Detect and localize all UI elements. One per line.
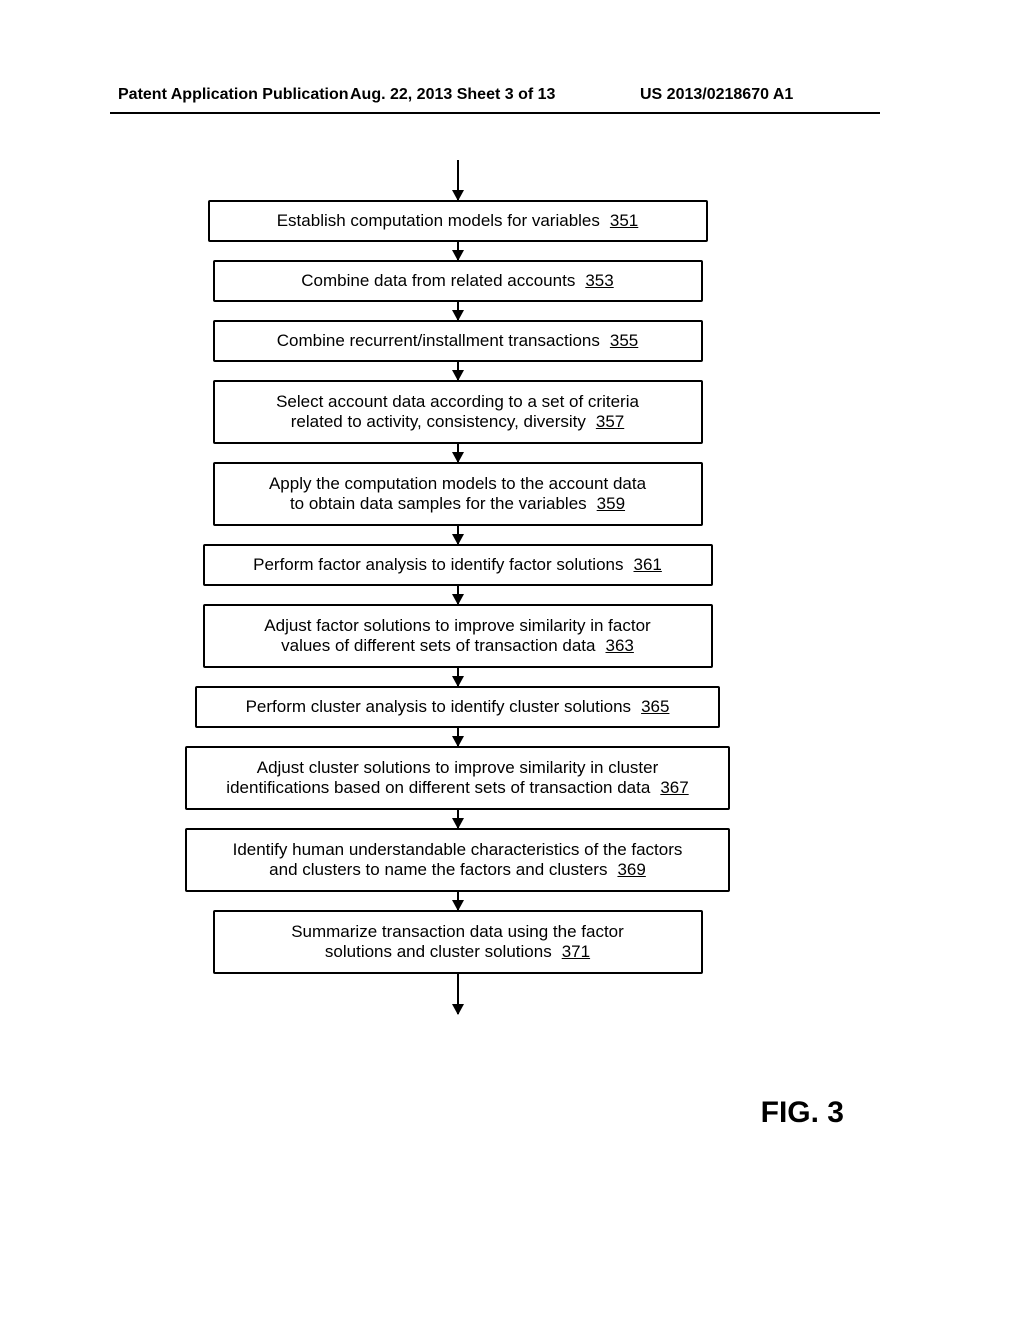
- flow-step-text: identifications based on different sets …: [226, 778, 688, 798]
- figure-label: FIG. 3: [761, 1096, 844, 1130]
- header-right: US 2013/0218670 A1: [640, 86, 793, 104]
- flow-step-361: Perform factor analysis to identify fact…: [203, 544, 713, 586]
- flow-step-353: Combine data from related accounts353: [213, 260, 703, 302]
- flow-arrow: [185, 160, 730, 200]
- flow-step-ref: 363: [606, 636, 634, 655]
- flow-arrow: [185, 728, 730, 746]
- flow-step-ref: 361: [634, 555, 662, 574]
- flow-step-ref: 357: [596, 412, 624, 431]
- flow-step-text: Perform factor analysis to identify fact…: [253, 555, 662, 575]
- flow-step-365: Perform cluster analysis to identify clu…: [195, 686, 720, 728]
- flow-step-text: Apply the computation models to the acco…: [269, 474, 646, 494]
- flow-step-371: Summarize transaction data using the fac…: [213, 910, 703, 974]
- flow-step-363: Adjust factor solutions to improve simil…: [203, 604, 713, 668]
- flow-step-text: Establish computation models for variabl…: [277, 211, 639, 231]
- flow-arrow: [185, 586, 730, 604]
- header-left: Patent Application Publication: [118, 86, 349, 104]
- flow-step-367: Adjust cluster solutions to improve simi…: [185, 746, 730, 810]
- header-center: Aug. 22, 2013 Sheet 3 of 13: [350, 86, 555, 104]
- flowchart: Establish computation models for variabl…: [185, 160, 730, 1014]
- flow-step-text: Adjust cluster solutions to improve simi…: [257, 758, 659, 778]
- flow-step-ref: 369: [617, 860, 645, 879]
- flow-arrow: [185, 974, 730, 1014]
- flow-step-text: to obtain data samples for the variables…: [290, 494, 625, 514]
- flow-step-ref: 351: [610, 211, 638, 230]
- flow-step-text: Identify human understandable characteri…: [233, 840, 683, 860]
- flow-step-ref: 355: [610, 331, 638, 350]
- flow-step-text: Perform cluster analysis to identify clu…: [246, 697, 670, 717]
- flow-arrow: [185, 242, 730, 260]
- flow-arrow: [185, 444, 730, 462]
- flow-step-text: and clusters to name the factors and clu…: [269, 860, 646, 880]
- flow-arrow: [185, 668, 730, 686]
- flow-step-text: related to activity, consistency, divers…: [291, 412, 624, 432]
- flow-arrow: [185, 526, 730, 544]
- flow-arrow: [185, 892, 730, 910]
- flow-step-355: Combine recurrent/installment transactio…: [213, 320, 703, 362]
- header-rule: [110, 112, 880, 114]
- flow-step-ref: 353: [585, 271, 613, 290]
- flow-step-text: solutions and cluster solutions371: [325, 942, 590, 962]
- flow-step-text: Summarize transaction data using the fac…: [291, 922, 624, 942]
- flow-arrow: [185, 302, 730, 320]
- flow-arrow: [185, 810, 730, 828]
- flow-step-text: Select account data according to a set o…: [276, 392, 639, 412]
- flow-step-text: Combine recurrent/installment transactio…: [277, 331, 639, 351]
- page: Patent Application Publication Aug. 22, …: [0, 0, 1024, 1320]
- flow-step-357: Select account data according to a set o…: [213, 380, 703, 444]
- flow-step-ref: 359: [597, 494, 625, 513]
- flow-step-ref: 371: [562, 942, 590, 961]
- flow-step-359: Apply the computation models to the acco…: [213, 462, 703, 526]
- flow-step-351: Establish computation models for variabl…: [208, 200, 708, 242]
- flow-step-text: Adjust factor solutions to improve simil…: [264, 616, 650, 636]
- flow-arrow: [185, 362, 730, 380]
- flow-step-369: Identify human understandable characteri…: [185, 828, 730, 892]
- flow-step-text: Combine data from related accounts353: [301, 271, 613, 291]
- flow-step-ref: 367: [660, 778, 688, 797]
- flow-step-text: values of different sets of transaction …: [281, 636, 634, 656]
- flow-step-ref: 365: [641, 697, 669, 716]
